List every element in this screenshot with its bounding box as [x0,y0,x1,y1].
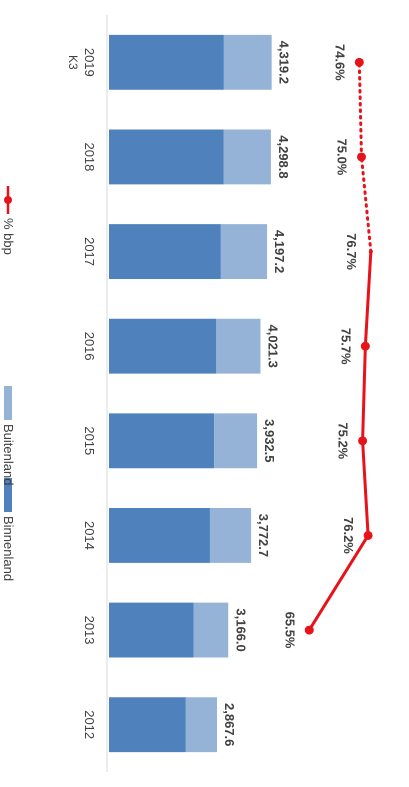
bar-buitenland-2017 [220,224,268,280]
legend-marker-pct-bbp [4,196,12,204]
pct-point-2018 [357,152,366,162]
total-label-2017: 4,197.2 [272,230,287,273]
pct-label-2016: 75.7% [338,328,353,365]
total-label-2013: 3,166.0 [233,608,248,651]
total-label-2014: 3,772.7 [256,514,271,557]
legend: Binnenland Buitenland % bbp [1,186,16,581]
total-label-2019: 4,319.2 [277,41,292,84]
labels-layer: 2,867.6 2012 3,166.0 2013 3,772.7 2014 3,932.5… [66,41,359,747]
bar-binnenland-2012 [108,697,186,753]
bar-buitenland-2018 [223,129,271,185]
pct-point-2017 [368,249,373,254]
category-label-2013: 2013 [82,616,97,645]
pct-point-2016 [360,341,370,351]
category-label-2017: 2017 [82,237,97,266]
pct-line-layer [304,57,373,635]
pct-line-segment-2018-2019 [357,60,363,159]
total-label-2016: 4,021.3 [265,325,280,368]
bar-binnenland-2017 [109,224,221,280]
category-label-2018: 2018 [82,142,97,171]
pct-point-2013 [304,625,314,635]
legend-label-binnenland: Binnenland [1,516,16,581]
bar-buitenland-2013 [193,602,229,658]
pct-point-2019 [354,57,364,67]
category-label-2012: 2012 [82,710,97,739]
pct-label-2014: 76.2% [341,517,356,554]
category-label-2019: 2019 [82,48,97,77]
legend-label-pct-bbp: % bbp [1,218,16,255]
pct-line-segment-2013-2014 [307,533,370,632]
total-label-2018: 4,298.8 [276,135,291,178]
category-label-2016: 2016 [82,332,97,361]
bar-buitenland-2014 [209,507,252,563]
category-sublabel-k3: K3 [66,55,80,70]
pct-point-2014 [363,530,373,540]
bar-binnenland-2018 [108,129,224,185]
pct-label-2013: 65.5% [282,612,297,649]
legend-swatch-buitenland [4,386,12,420]
category-label-2014: 2014 [82,521,97,550]
pct-label-2017: 76.7% [344,233,359,270]
bar-binnenland-2013 [109,602,194,658]
bar-binnenland-2015 [109,413,215,469]
pct-point-2015 [358,436,368,446]
bar-binnenland-2016 [109,318,217,374]
bars-layer [108,34,272,753]
pct-line-segment-2016-2017 [363,250,373,348]
pct-label-2018: 75.0% [335,139,350,176]
bar-binnenland-2014 [108,507,210,563]
pct-line-segment-2015-2016 [361,344,367,443]
legend-swatch-binnenland [4,478,12,512]
bar-buitenland-2012 [185,697,218,753]
pct-label-2019: 74.6% [332,44,347,81]
pct-label-2015: 75.2% [336,422,351,459]
category-label-2015: 2015 [82,426,97,455]
legend-label-buitenland: Buitenland [1,424,16,485]
total-label-2015: 3,932.5 [262,419,277,462]
bar-binnenland-2019 [109,34,224,90]
bar-buitenland-2019 [223,34,272,90]
bar-buitenland-2016 [216,318,261,374]
total-label-2012: 2,867.6 [222,703,237,746]
pct-line-segment-2014-2015 [361,439,370,537]
bar-buitenland-2015 [214,413,258,469]
pct-line-segment-2017-2018 [360,155,373,254]
